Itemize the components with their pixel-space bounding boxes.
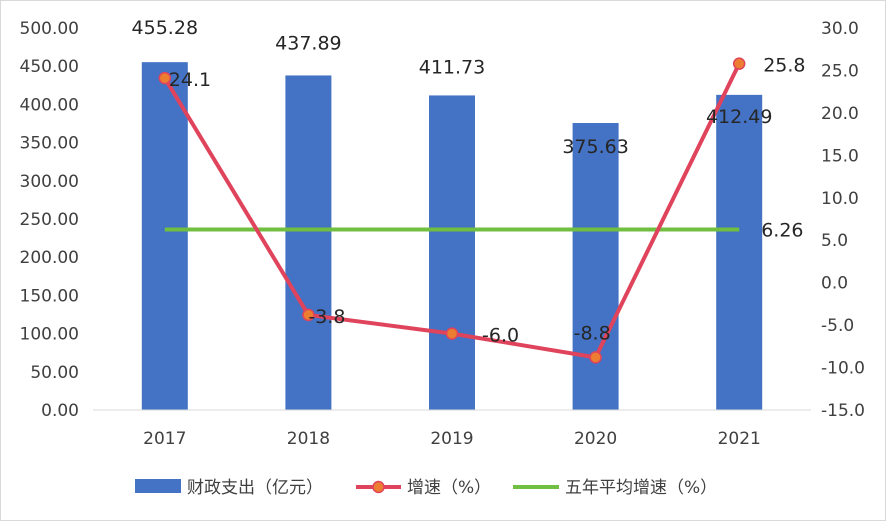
right-axis-tick-label: 5.0 bbox=[821, 231, 848, 251]
growth-data-label: 24.1 bbox=[169, 69, 211, 91]
growth-rate-point bbox=[732, 57, 746, 70]
bar-data-label: 437.89 bbox=[275, 32, 341, 54]
legend-marker-growth bbox=[372, 480, 385, 494]
x-axis-tick-label: 2021 bbox=[718, 429, 761, 449]
bar-data-label: 411.73 bbox=[419, 56, 485, 78]
right-axis-tick-label: 20.0 bbox=[821, 104, 859, 124]
bar bbox=[285, 75, 332, 411]
growth-data-label: -8.8 bbox=[574, 322, 611, 344]
right-axis-tick-label: -10.0 bbox=[821, 359, 865, 379]
legend-label-growth: 增速（%） bbox=[407, 478, 491, 498]
left-axis-tick-label: 450.00 bbox=[20, 57, 79, 77]
left-axis-tick-label: 200.00 bbox=[20, 248, 79, 268]
bar-data-label: 375.63 bbox=[562, 136, 628, 158]
left-axis-tick-label: 300.00 bbox=[20, 172, 79, 192]
legend-swatch-expenditure bbox=[135, 479, 181, 493]
bar bbox=[429, 95, 475, 410]
growth-rate-point bbox=[445, 327, 459, 340]
right-axis-tick-label: 15.0 bbox=[821, 146, 859, 166]
left-axis-tick-label: 500.00 bbox=[20, 19, 79, 39]
bar bbox=[716, 94, 763, 411]
left-axis-tick-label: 400.00 bbox=[20, 95, 79, 115]
growth-data-label: -3.8 bbox=[308, 306, 345, 328]
growth-rate-point bbox=[158, 71, 172, 85]
growth-data-label: -6.0 bbox=[482, 325, 519, 347]
left-axis-tick-label: 100.00 bbox=[20, 325, 79, 345]
legend-label-expenditure: 财政支出（亿元） bbox=[187, 478, 323, 498]
bar-data-label: 412.49 bbox=[706, 106, 772, 128]
bar bbox=[572, 123, 619, 410]
right-axis-tick-label: -5.0 bbox=[821, 316, 854, 336]
x-axis-tick-label: 2020 bbox=[574, 429, 617, 449]
growth-data-label: 25.8 bbox=[763, 55, 805, 77]
right-axis-tick-label: 10.0 bbox=[821, 189, 859, 209]
right-axis-tick-label: -15.0 bbox=[821, 401, 865, 421]
x-axis-tick-label: 2017 bbox=[143, 429, 186, 449]
left-axis-tick-label: 350.00 bbox=[20, 134, 79, 154]
growth-rate-point bbox=[302, 308, 315, 322]
right-axis-tick-label: 0.0 bbox=[821, 274, 848, 294]
left-axis-tick-label: 250.00 bbox=[20, 210, 79, 230]
x-axis-tick-label: 2019 bbox=[430, 429, 473, 449]
bar bbox=[141, 62, 188, 411]
bar-data-label: 455.28 bbox=[132, 17, 198, 39]
left-axis-tick-label: 150.00 bbox=[20, 286, 79, 306]
x-axis-tick-label: 2018 bbox=[287, 429, 330, 449]
right-axis-tick-label: 25.0 bbox=[821, 61, 859, 81]
growth-rate-point bbox=[589, 351, 602, 364]
left-axis-tick-label: 50.00 bbox=[30, 363, 79, 383]
right-axis-tick-label: 30.0 bbox=[821, 19, 859, 39]
average-data-label: 6.26 bbox=[761, 220, 803, 242]
left-axis-tick-label: 0.00 bbox=[41, 401, 79, 421]
legend-label-average: 五年平均增速（%） bbox=[565, 478, 717, 498]
